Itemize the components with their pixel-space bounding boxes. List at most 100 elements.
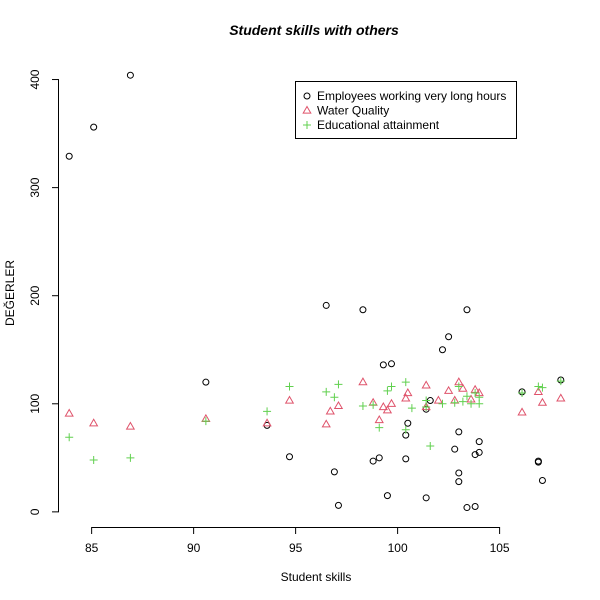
data-point bbox=[330, 393, 339, 402]
data-point bbox=[454, 382, 463, 391]
data-point bbox=[126, 453, 135, 462]
data-point bbox=[263, 407, 272, 416]
data-point bbox=[422, 396, 431, 405]
data-point bbox=[382, 405, 393, 414]
data-point bbox=[334, 501, 342, 509]
data-point bbox=[471, 388, 480, 397]
y-tick-label: 100 bbox=[28, 393, 42, 413]
data-point bbox=[537, 397, 548, 406]
data-point bbox=[64, 408, 74, 417]
legend-label: Educational attainment bbox=[317, 118, 440, 132]
data-point bbox=[471, 502, 479, 510]
data-point bbox=[386, 398, 397, 407]
data-point bbox=[387, 360, 395, 368]
data-point bbox=[462, 392, 471, 401]
y-axis-label: DEĞERLER bbox=[2, 260, 17, 326]
data-point bbox=[330, 468, 338, 476]
data-point bbox=[471, 451, 479, 459]
data-point bbox=[538, 383, 547, 392]
legend-marker bbox=[302, 105, 312, 114]
data-point bbox=[538, 477, 546, 485]
legend-label: Employees working very long hours bbox=[317, 89, 506, 103]
legend-label: Water Quality bbox=[317, 104, 389, 118]
data-point bbox=[438, 399, 447, 408]
axes: 85 90 95 100 105 0 100 200 300 400 bbox=[28, 69, 510, 555]
data-point bbox=[401, 378, 410, 387]
data-point bbox=[375, 423, 384, 432]
data-point bbox=[463, 504, 471, 512]
data-point bbox=[407, 404, 416, 413]
data-point bbox=[421, 380, 431, 389]
data-point bbox=[333, 400, 344, 410]
data-point bbox=[401, 425, 410, 434]
data-point bbox=[455, 478, 463, 486]
data-point bbox=[556, 377, 565, 386]
data-point bbox=[322, 301, 330, 309]
legend-box bbox=[295, 81, 517, 139]
data-point bbox=[262, 418, 272, 427]
data-point bbox=[65, 433, 74, 442]
data-point bbox=[533, 386, 544, 395]
data-point bbox=[126, 71, 134, 79]
y-tick-label: 300 bbox=[28, 177, 42, 197]
data-point bbox=[387, 382, 396, 391]
series-2 bbox=[64, 377, 566, 430]
x-axis-label: Student skills bbox=[281, 570, 352, 584]
legend-marker bbox=[303, 92, 311, 100]
data-point bbox=[321, 419, 331, 428]
data-point bbox=[325, 406, 335, 415]
data-point bbox=[534, 382, 543, 391]
data-point bbox=[369, 457, 377, 465]
data-point bbox=[458, 383, 468, 392]
data-point bbox=[65, 152, 73, 160]
data-point bbox=[322, 387, 331, 396]
data-point bbox=[403, 387, 413, 397]
y-tick-label: 0 bbox=[28, 508, 42, 515]
data-point bbox=[334, 380, 343, 389]
data-point bbox=[438, 346, 446, 354]
chart-title: Student skills with others bbox=[229, 22, 399, 38]
data-point bbox=[518, 388, 527, 397]
data-points bbox=[64, 71, 566, 512]
data-point bbox=[467, 399, 476, 408]
x-tick-label: 90 bbox=[187, 541, 201, 555]
y-tick-label: 200 bbox=[28, 285, 42, 305]
data-point bbox=[401, 393, 411, 402]
data-point bbox=[89, 418, 99, 427]
data-point bbox=[534, 457, 542, 465]
data-point bbox=[202, 378, 210, 386]
data-point bbox=[125, 421, 136, 430]
data-point bbox=[433, 395, 444, 404]
data-point bbox=[379, 361, 387, 369]
y-tick-label: 400 bbox=[28, 69, 42, 89]
data-point bbox=[458, 397, 467, 406]
data-point bbox=[475, 438, 483, 446]
data-point bbox=[445, 333, 453, 341]
data-point bbox=[369, 400, 378, 409]
data-point bbox=[358, 401, 367, 410]
data-point bbox=[90, 123, 98, 131]
data-point bbox=[517, 407, 527, 416]
series-3 bbox=[65, 377, 565, 464]
legend-marker bbox=[303, 121, 311, 129]
data-point bbox=[375, 454, 383, 462]
data-point bbox=[402, 455, 410, 463]
data-point bbox=[422, 494, 430, 502]
data-point bbox=[89, 455, 98, 464]
x-tick-label: 95 bbox=[289, 541, 303, 555]
data-point bbox=[383, 386, 392, 395]
data-point bbox=[455, 428, 463, 436]
data-point bbox=[443, 385, 454, 394]
data-point bbox=[463, 306, 471, 314]
data-point bbox=[378, 402, 388, 411]
data-point bbox=[383, 492, 391, 500]
data-point bbox=[374, 414, 384, 424]
x-tick-label: 85 bbox=[85, 541, 99, 555]
data-point bbox=[358, 377, 368, 386]
data-point bbox=[404, 419, 412, 427]
x-tick-label: 105 bbox=[490, 541, 510, 555]
data-point bbox=[450, 398, 459, 407]
data-point bbox=[286, 453, 294, 461]
